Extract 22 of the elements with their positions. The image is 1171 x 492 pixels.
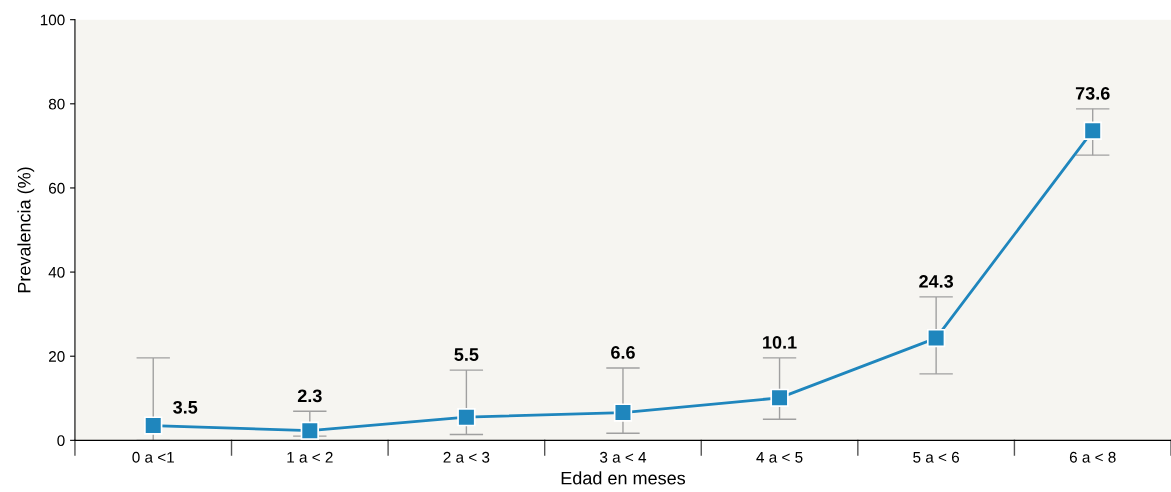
y-tick-label: 0	[57, 435, 65, 447]
x-tick-label: 0 a <1	[132, 451, 174, 463]
x-tick-label: 4 a < 5	[756, 452, 803, 463]
x-tick-label: 1 a < 2	[287, 451, 333, 463]
x-tick-label: 3 a < 4	[599, 451, 647, 463]
y-tick-label: 20	[49, 351, 65, 362]
y-tick-label: 60	[49, 182, 65, 194]
y-tick-label: 40	[48, 266, 65, 278]
data-label: 5.5	[454, 348, 479, 361]
x-tick-label: 2 a < 3	[443, 451, 490, 463]
x-tick-label: 5 a < 6	[913, 451, 960, 463]
data-label: 2.3	[297, 389, 322, 403]
data-label: 10.1	[763, 335, 797, 349]
data-label: 24.3	[919, 274, 954, 288]
data-label: 73.6	[1075, 86, 1110, 100]
x-axis-title: Edad en meses	[561, 471, 686, 485]
y-axis-title: Prevalencia (%)	[17, 167, 35, 293]
data-label: 6.6	[611, 346, 635, 359]
x-tick-label: 6 a < 8	[1069, 451, 1116, 463]
y-tick-label: 100	[40, 14, 65, 26]
data-label: 3.5	[173, 400, 198, 414]
y-tick-label: 80	[48, 98, 65, 110]
